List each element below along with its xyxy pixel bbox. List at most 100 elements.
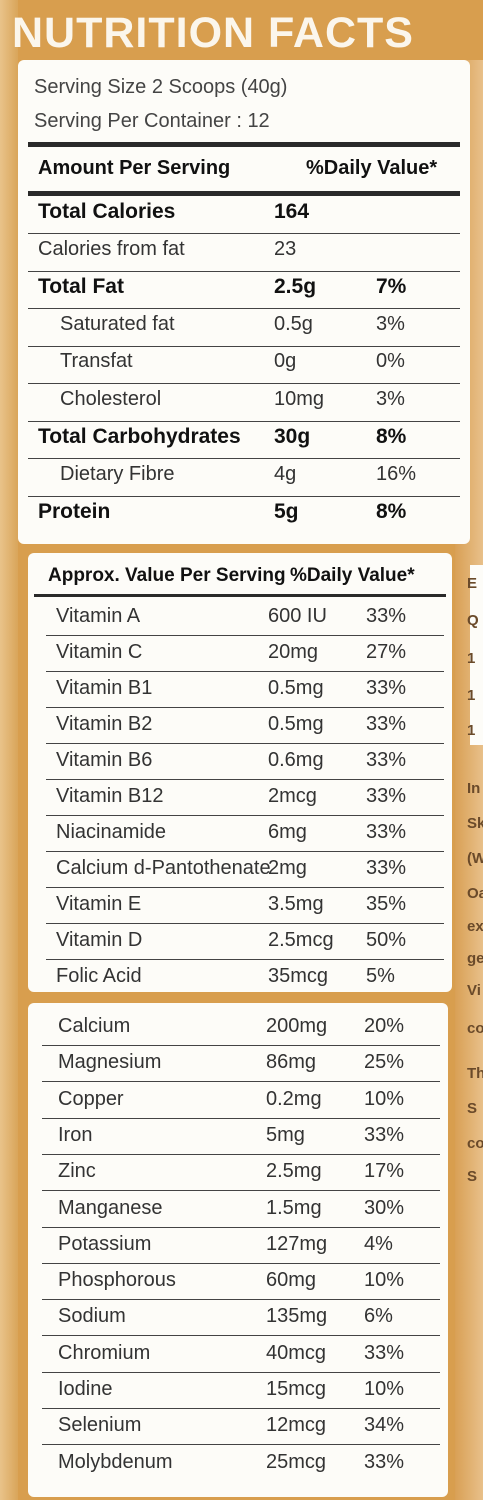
mineral-amount: 135mg (266, 1305, 328, 1328)
mineral-daily-value: 33% (364, 1341, 405, 1364)
mineral-amount: 5mg (266, 1123, 305, 1146)
nutrient-name: Cholesterol (60, 387, 162, 410)
nutrient-amount: 30g (274, 425, 311, 448)
mineral-daily-value: 20% (364, 1015, 405, 1037)
mineral-name: Phosphorous (58, 1269, 176, 1292)
row-divider (42, 1117, 440, 1119)
nutrient-amount: 4g (274, 462, 297, 485)
nutrient-amount: 164 (274, 200, 310, 223)
row-divider (42, 1444, 440, 1446)
vitamin-name: Folic Acid (56, 965, 142, 987)
nutrient-daily-value: 3% (376, 312, 405, 335)
header-daily-value-2: %Daily Value* (290, 565, 415, 586)
mineral-daily-value: 17% (364, 1160, 405, 1183)
mineral-daily-value: 10% (364, 1087, 405, 1110)
vitamin-daily-value: 33% (366, 605, 407, 627)
mineral-amount: 127mg (266, 1232, 328, 1255)
minerals-panel: Calcium 200mg 20% Magnesium 86mg 25% Copper 0.2… (28, 1003, 448, 1497)
mineral-name: Iodine (58, 1378, 113, 1400)
mineral-daily-value: 30% (364, 1196, 405, 1219)
side-text-fragment: co (467, 1135, 483, 1152)
row-divider (28, 345, 460, 347)
vitamin-daily-value: 50% (366, 929, 407, 951)
nutrient-name: Transfat (60, 350, 133, 372)
vitamin-daily-value: 27% (366, 641, 407, 663)
vitamin-amount: 35mcg (268, 965, 329, 987)
vitamin-amount: 2mg (268, 857, 307, 879)
side-text-fragment: Th (467, 1065, 483, 1082)
row-divider (28, 233, 460, 234)
vitamin-name: Vitamin E (56, 893, 142, 915)
nutrient-name: Protein (38, 500, 111, 523)
side-text-fragment: S (467, 1100, 478, 1117)
mineral-daily-value: 10% (364, 1378, 405, 1400)
mineral-name: Magnesium (58, 1051, 162, 1074)
mineral-name: Molybdenum (58, 1450, 173, 1473)
mineral-name: Iron (58, 1123, 93, 1146)
row-divider (46, 887, 444, 888)
vitamin-name: Vitamin C (56, 641, 143, 663)
mineral-daily-value: 25% (364, 1051, 405, 1074)
mineral-daily-value: 4% (364, 1232, 393, 1255)
side-text-fragment: Oa (467, 885, 483, 902)
vitamin-amount: 600 IU (268, 605, 327, 627)
vitamin-daily-value: 33% (366, 821, 407, 843)
mineral-name: Calcium (58, 1015, 131, 1037)
nutrient-name: Dietary Fibre (60, 462, 175, 485)
side-text-fragment: (W (467, 850, 483, 867)
vitamin-daily-value: 35% (366, 893, 407, 915)
side-text-fragment: ge (467, 950, 483, 967)
mineral-amount: 25mcg (266, 1450, 327, 1473)
mineral-daily-value: 10% (364, 1269, 405, 1292)
header-daily-value: %Daily Value* (306, 157, 438, 179)
mineral-amount: 2.5mg (266, 1160, 322, 1183)
mineral-daily-value: 34% (364, 1414, 405, 1437)
side-text-fragment: S (467, 1168, 478, 1185)
row-divider (46, 815, 444, 816)
side-table-fragment (470, 565, 483, 745)
vitamin-amount: 0.6mg (268, 749, 324, 771)
vitamin-daily-value: 33% (366, 713, 407, 735)
mineral-amount: 40mcg (266, 1341, 327, 1364)
row-divider (46, 707, 444, 708)
vitamin-amount: 20mg (268, 641, 319, 663)
side-text-fragment: 1 (467, 687, 476, 704)
row-divider (42, 1190, 440, 1192)
header-approx-value: Approx. Value Per Serving (48, 565, 286, 586)
divider-thick (28, 142, 460, 147)
row-divider (46, 635, 444, 636)
nutrient-amount: 5g (274, 500, 299, 523)
nutrient-amount: 0.5g (274, 312, 313, 335)
row-divider (42, 1335, 440, 1337)
row-divider (46, 851, 444, 852)
vitamin-amount: 2.5mcg (268, 929, 334, 951)
servings-per-container: Serving Per Container : 12 (34, 110, 270, 132)
row-divider (28, 420, 460, 422)
mineral-amount: 15mcg (266, 1378, 327, 1400)
mineral-name: Zinc (58, 1160, 96, 1183)
mineral-amount: 12mcg (266, 1414, 327, 1437)
mineral-daily-value: 33% (364, 1450, 405, 1473)
row-divider (46, 779, 444, 780)
side-text-fragment: E (467, 575, 478, 592)
label-title: NUTRITION FACTS (12, 9, 414, 57)
side-text-fragment: In (467, 780, 481, 797)
nutrient-daily-value: 3% (376, 387, 405, 410)
row-divider (46, 923, 444, 924)
row-divider (42, 1226, 440, 1228)
mineral-name: Manganese (58, 1196, 163, 1219)
row-divider (28, 458, 460, 459)
nutrient-daily-value: 8% (376, 425, 407, 448)
vitamin-name: Vitamin B6 (56, 749, 153, 771)
side-text-fragment: Vi (467, 982, 481, 999)
vitamin-name: Vitamin B12 (56, 785, 164, 807)
vitamin-amount: 6mg (268, 821, 307, 843)
row-divider (42, 1371, 440, 1373)
nutrient-daily-value: 7% (376, 275, 407, 298)
nutrient-amount: 2.5g (274, 275, 317, 298)
vitamin-amount: 3.5mg (268, 893, 324, 915)
side-text-fragment: Q (467, 612, 479, 629)
vitamin-name: Vitamin B2 (56, 713, 153, 735)
vitamin-daily-value: 5% (366, 965, 395, 987)
nutrient-daily-value: 0% (376, 350, 405, 372)
